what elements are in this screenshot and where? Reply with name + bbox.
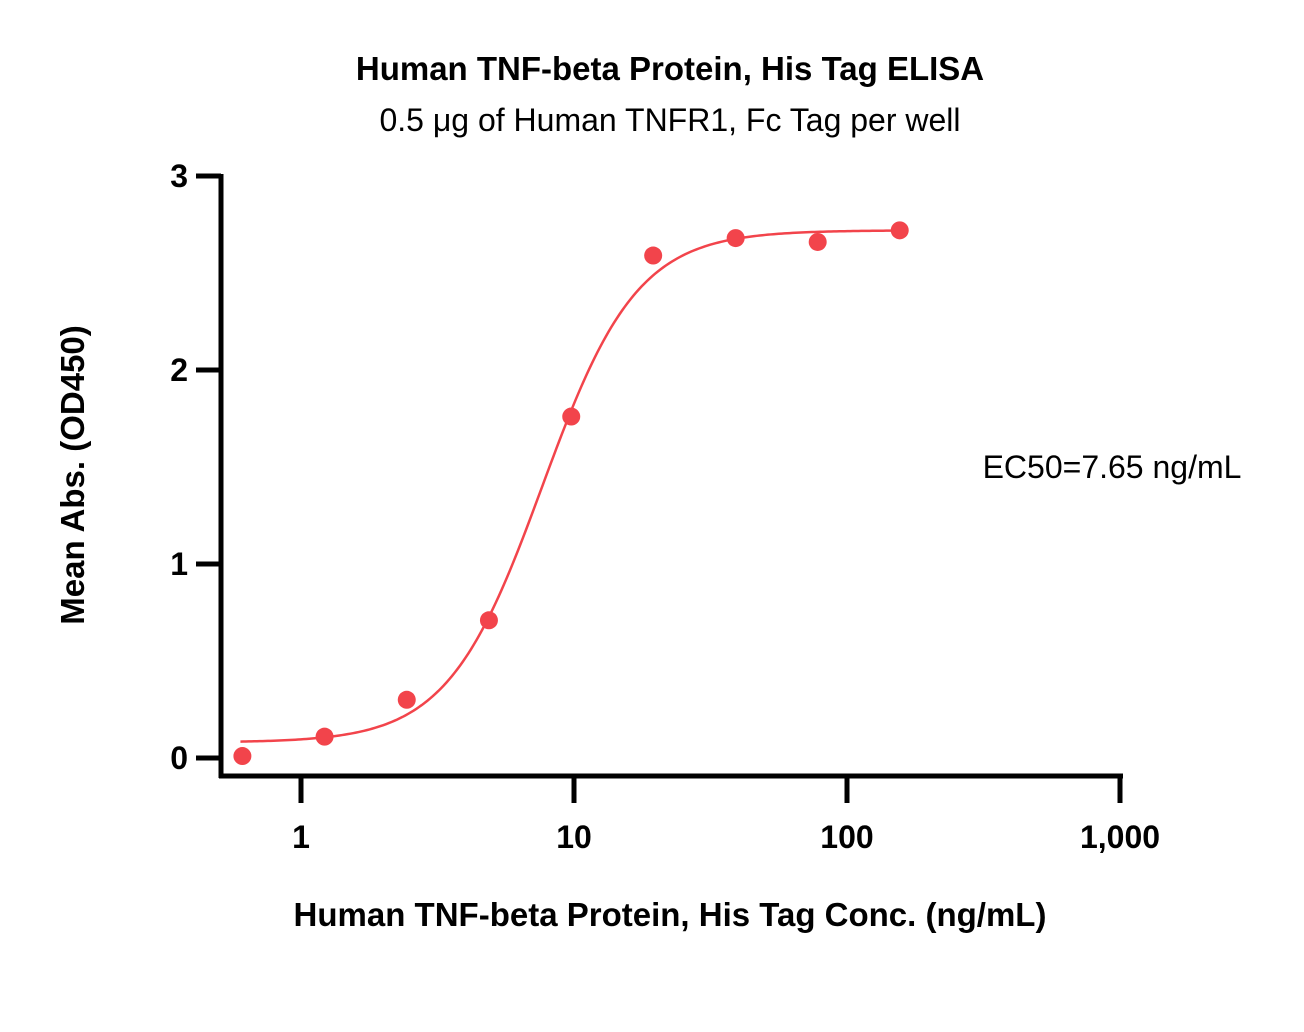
y-tick-label: 0	[170, 740, 188, 776]
data-point	[315, 727, 334, 746]
x-axis: 1 10 100 1,000	[219, 773, 1160, 855]
data-point	[808, 232, 827, 251]
data-point	[644, 246, 663, 265]
data-point	[890, 221, 909, 240]
x-tick-label: 100	[820, 819, 873, 855]
y-ticks: 0 1 2 3	[170, 158, 221, 776]
x-axis-label: Human TNF-beta Protein, His Tag Conc. (n…	[294, 896, 1047, 933]
y-tick-label: 1	[170, 546, 188, 582]
y-tick-label: 2	[170, 352, 188, 388]
y-tick-label: 3	[170, 158, 188, 194]
x-tick-label: 1,000	[1080, 819, 1160, 855]
fit-curve	[240, 229, 900, 743]
data-point	[479, 611, 498, 630]
data-point	[397, 690, 416, 709]
data-point	[233, 747, 252, 766]
x-ticks: 1 10 100 1,000	[292, 776, 1160, 855]
data-point	[562, 407, 581, 426]
data-point	[726, 229, 745, 248]
y-axis-label: Mean Abs. (OD450)	[54, 325, 91, 625]
ec50-annotation: EC50=7.65 ng/mL	[983, 449, 1242, 485]
chart-title: Human TNF-beta Protein, His Tag ELISA	[356, 50, 984, 87]
data-points	[233, 221, 909, 766]
x-tick-label: 1	[292, 819, 310, 855]
y-axis: 0 1 2 3	[170, 158, 224, 778]
chart-subtitle: 0.5 μg of Human TNFR1, Fc Tag per well	[379, 102, 960, 138]
x-tick-label: 10	[556, 819, 592, 855]
